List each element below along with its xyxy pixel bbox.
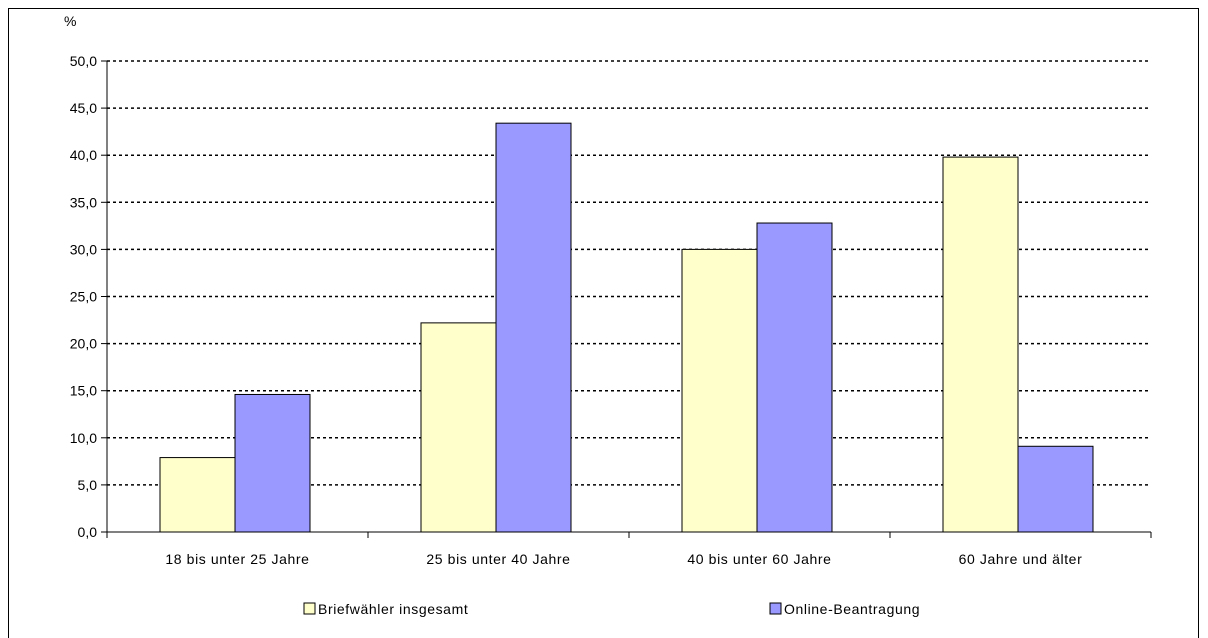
y-tick-label: 10,0 [70, 430, 97, 446]
y-tick-label: 35,0 [70, 194, 97, 210]
bar-briefwaehler [420, 322, 497, 533]
y-tick-label: 0,0 [78, 524, 98, 540]
y-tick-label: 15,0 [70, 383, 97, 399]
bar-briefwaehler [681, 248, 758, 533]
y-tick-label: 20,0 [70, 336, 97, 352]
category-label: 40 bis unter 60 Jahre [687, 551, 831, 567]
bar-online [234, 393, 311, 533]
category-label: 18 bis unter 25 Jahre [165, 551, 309, 567]
legend-swatch [769, 602, 782, 615]
bar-online [495, 122, 572, 533]
y-tick-label: 5,0 [78, 477, 98, 493]
bar-briefwaehler [159, 457, 236, 533]
category-label: 25 bis unter 40 Jahre [426, 551, 570, 567]
y-tick-label: 50,0 [70, 53, 97, 69]
y-tick-label: 25,0 [70, 289, 97, 305]
category-label: 60 Jahre und älter [959, 551, 1083, 567]
bar-online [1017, 445, 1094, 533]
y-tick-label: 40,0 [70, 147, 97, 163]
bar-online [756, 222, 833, 533]
bar-briefwaehler [942, 156, 1019, 533]
y-tick-label: 45,0 [70, 100, 97, 116]
legend-swatch [303, 602, 316, 615]
legend-label: Briefwähler insgesamt [318, 601, 468, 617]
y-axis-unit-label: % [64, 13, 76, 29]
legend-label: Online-Beantragung [784, 601, 920, 617]
y-tick-label: 30,0 [70, 241, 97, 257]
